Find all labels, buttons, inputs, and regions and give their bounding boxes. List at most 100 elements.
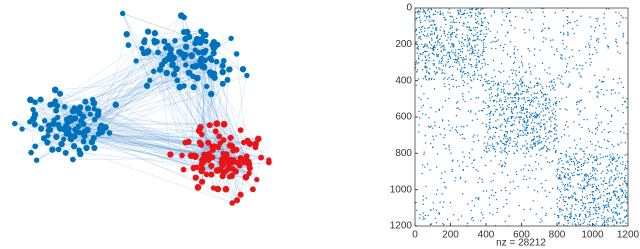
spy-dot: [606, 169, 608, 171]
spy-dot: [538, 142, 540, 144]
spy-dot: [606, 222, 608, 224]
spy-dot: [565, 196, 567, 198]
spy-dot: [503, 91, 505, 94]
spy-dot: [578, 72, 580, 74]
spy-dot: [420, 53, 422, 55]
spy-dot: [433, 64, 435, 66]
spy-dot: [556, 125, 558, 127]
spy-dot: [577, 169, 579, 171]
spy-dot: [595, 185, 597, 188]
spy-dot: [441, 56, 443, 58]
spy-dot: [617, 51, 619, 53]
node: [220, 120, 228, 128]
spy-dot: [425, 197, 427, 199]
spy-dot: [477, 97, 479, 99]
y-tick-label: 1200: [390, 221, 413, 232]
spy-dot: [430, 223, 432, 225]
spy-dot: [510, 24, 513, 27]
node: [89, 96, 96, 103]
spy-dot: [549, 130, 551, 132]
spy-dot: [470, 64, 472, 66]
spy-dot: [589, 130, 591, 132]
node: [220, 150, 226, 157]
spy-dot: [555, 119, 557, 121]
spy-dot: [614, 219, 616, 221]
spy-dot: [527, 11, 529, 13]
spy-dot: [603, 81, 605, 83]
spy-dot: [502, 90, 505, 92]
spy-dot: [496, 40, 498, 42]
spy-dot: [427, 27, 429, 29]
spy-dot: [596, 52, 598, 54]
spy-dot: [607, 224, 609, 226]
spy-dot: [509, 41, 511, 43]
spy-dot: [434, 124, 436, 126]
spy-dot: [449, 52, 451, 54]
spy-dot: [610, 161, 612, 163]
spy-dot: [479, 68, 482, 70]
node: [192, 174, 199, 181]
spy-dot: [620, 189, 622, 191]
spy-dot: [578, 114, 580, 116]
spy-dot: [541, 92, 543, 94]
spy-dot: [566, 216, 568, 218]
spy-dot: [550, 39, 552, 41]
spy-dot: [596, 38, 598, 40]
spy-dot: [523, 126, 525, 128]
spy-dot: [462, 151, 464, 153]
spy-dot: [527, 148, 529, 151]
spy-dot: [624, 167, 626, 169]
spy-dot: [445, 147, 447, 150]
spy-dot: [594, 177, 596, 179]
spy-dot: [480, 156, 482, 159]
spy-dot: [606, 187, 608, 189]
spy-dot: [493, 80, 495, 82]
edge: [136, 60, 178, 81]
spy-dot: [622, 112, 624, 114]
spy-dot: [577, 183, 579, 185]
spy-dot: [556, 202, 558, 204]
spy-dot: [493, 10, 495, 12]
spy-dot: [582, 210, 584, 212]
spy-dot: [546, 161, 549, 163]
edge: [185, 72, 190, 143]
spy-dot: [448, 61, 450, 63]
spy-dot: [613, 207, 615, 209]
spy-dot: [522, 119, 524, 121]
spy-dot: [517, 84, 519, 86]
spy-dot: [540, 119, 542, 121]
spy-dot: [620, 81, 622, 83]
spy-dot: [626, 214, 628, 216]
spy-dot: [550, 89, 552, 91]
spy-dot: [592, 185, 594, 188]
spy-dot: [485, 147, 487, 150]
spy-dot: [582, 150, 584, 152]
node: [239, 66, 247, 73]
spy-dot: [512, 112, 514, 114]
spy-dot: [524, 156, 526, 158]
spy-dot: [473, 141, 475, 143]
spy-dot: [622, 190, 624, 192]
spy-dot: [428, 78, 430, 80]
spy-dot: [598, 25, 601, 27]
spy-dot: [539, 113, 541, 115]
node: [212, 128, 219, 135]
spy-dot: [565, 161, 567, 163]
spy-dot: [544, 123, 546, 125]
spy-dot: [552, 112, 554, 114]
spy-dot: [437, 189, 439, 191]
spy-dot: [550, 120, 552, 122]
spy-dot: [534, 145, 536, 147]
spy-dot: [557, 186, 559, 188]
spy-dot: [455, 126, 458, 128]
spy-dot: [610, 121, 612, 123]
edge: [167, 45, 196, 51]
spy-dot: [444, 85, 446, 88]
spy-dot: [523, 28, 525, 31]
spy-dot: [569, 182, 571, 184]
spy-dot: [526, 111, 528, 113]
spy-dot: [612, 212, 614, 214]
spy-dot: [504, 165, 506, 168]
spy-dot: [527, 97, 529, 99]
spy-dot: [569, 185, 571, 187]
